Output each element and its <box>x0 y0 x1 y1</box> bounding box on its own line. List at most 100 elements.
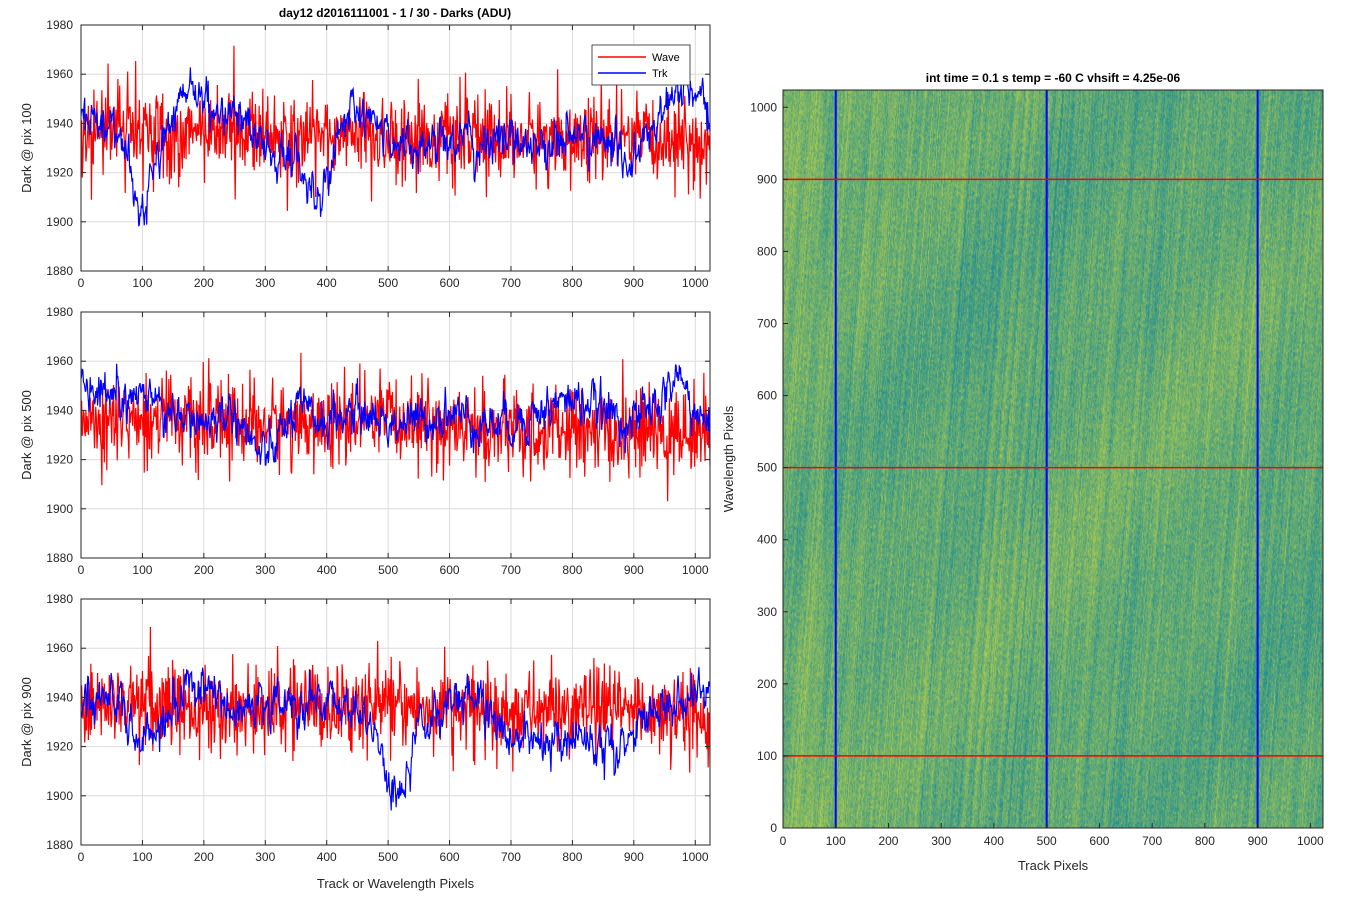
heatmap-y-tick-label: 1000 <box>750 100 777 114</box>
heatmap-y-axis-label: Wavelength Pixels <box>721 405 736 512</box>
legend: Wave Trk <box>591 44 691 86</box>
y-tick-label: 1960 <box>46 641 73 655</box>
x-tick-label: 400 <box>317 563 337 577</box>
x-tick-label: 700 <box>501 563 521 577</box>
heatmap-y-tick-label: 500 <box>757 461 777 475</box>
heatmap-x-tick-label: 400 <box>984 834 1004 848</box>
y-tick-label: 1920 <box>46 166 73 180</box>
y-tick-label: 1940 <box>46 116 73 130</box>
y-tick-label: 1960 <box>46 67 73 81</box>
y-tick-label: 1940 <box>46 690 73 704</box>
heatmap-y-tick-label: 300 <box>757 605 777 619</box>
y-axis-label: Dark @ pix 900 <box>19 677 34 767</box>
series-line-wave <box>81 352 710 502</box>
y-tick-label: 1920 <box>46 453 73 467</box>
y-tick-label: 1880 <box>46 838 73 852</box>
heatmap-title: int time = 0.1 s temp = -60 C vhsift = 4… <box>926 71 1181 85</box>
x-tick-label: 0 <box>78 850 85 864</box>
figure-title: day12 d2016111001 - 1 / 30 - Darks (ADU) <box>279 6 511 20</box>
y-axis-label: Dark @ pix 500 <box>19 390 34 480</box>
x-tick-label: 1000 <box>682 276 709 290</box>
heatmap-y-tick-label: 400 <box>757 533 777 547</box>
x-tick-label: 1000 <box>682 850 709 864</box>
y-tick-label: 1900 <box>46 502 73 516</box>
legend-label-trk: Trk <box>652 68 668 80</box>
heatmap-x-tick-label: 700 <box>1142 834 1162 848</box>
legend-label-wave: Wave <box>652 52 680 64</box>
heatmap-x-tick-label: 600 <box>1089 834 1109 848</box>
x-tick-label: 500 <box>378 563 398 577</box>
x-tick-label: 1000 <box>682 563 709 577</box>
subplot-dark-pix-500: 0 100 200 300 400 500 600 700 800 900 1000 1880 1900… <box>19 305 711 577</box>
y-tick-label: 1920 <box>46 740 73 754</box>
x-tick-label: 400 <box>317 850 337 864</box>
subplot-dark-pix-900: 0 100 200 300 400 500 600 700 800 900 1000 1880 1900… <box>19 592 711 891</box>
heatmap-x-axis-label: Track Pixels <box>1018 858 1089 873</box>
x-tick-label: 300 <box>255 563 275 577</box>
heatmap-y-tick-label: 800 <box>757 244 777 258</box>
x-tick-label: 900 <box>624 563 644 577</box>
x-tick-label: 600 <box>440 850 460 864</box>
legend-box <box>591 44 691 86</box>
x-tick-label: 600 <box>440 276 460 290</box>
series-line-wave <box>81 626 710 773</box>
x-tick-label: 300 <box>255 850 275 864</box>
y-tick-label: 1880 <box>46 264 73 278</box>
x-tick-label: 500 <box>378 276 398 290</box>
x-tick-label: 200 <box>194 276 214 290</box>
heatmap-x-tick-label: 800 <box>1195 834 1215 848</box>
heatmap-x-tick-label: 200 <box>878 834 898 848</box>
heatmap-x-tick-label: 100 <box>826 834 846 848</box>
x-tick-label: 100 <box>132 563 152 577</box>
heatmap-x-tick-label: 300 <box>931 834 951 848</box>
axes-box <box>80 598 711 846</box>
y-tick-label: 1900 <box>46 215 73 229</box>
heatmap-y-tick-label: 900 <box>757 172 777 186</box>
heatmap-y-tick-label: 0 <box>770 821 777 835</box>
series-line-trk <box>81 363 710 466</box>
x-tick-label: 700 <box>501 276 521 290</box>
heatmap-overlay: 0 100 200 300 400 500 600 700 800 900 1000 0 100 200 3… <box>721 89 1324 873</box>
x-tick-label: 0 <box>78 276 85 290</box>
series-line-trk <box>81 667 710 811</box>
x-tick-label: 800 <box>562 276 582 290</box>
x-tick-label: 400 <box>317 276 337 290</box>
series-line-trk <box>81 67 710 227</box>
heatmap-x-tick-label: 0 <box>780 834 787 848</box>
x-tick-label: 200 <box>194 850 214 864</box>
y-tick-label: 1980 <box>46 305 73 319</box>
series-line-wave <box>81 45 710 211</box>
axes-box <box>80 311 711 559</box>
x-tick-label: 800 <box>562 850 582 864</box>
heatmap-y-tick-label: 700 <box>757 317 777 331</box>
heatmap-x-tick-label: 1000 <box>1297 834 1324 848</box>
x-tick-label: 100 <box>132 276 152 290</box>
y-tick-label: 1980 <box>46 592 73 606</box>
y-tick-label: 1940 <box>46 403 73 417</box>
x-tick-label: 500 <box>378 850 398 864</box>
y-tick-label: 1980 <box>46 18 73 32</box>
y-tick-label: 1900 <box>46 789 73 803</box>
heatmap-panel: int time = 0.1 s temp = -60 C vhsift = 4… <box>721 71 1324 873</box>
axes-box <box>80 24 711 272</box>
heatmap-x-tick-label: 500 <box>1037 834 1057 848</box>
x-tick-label: 300 <box>255 276 275 290</box>
x-tick-label: 100 <box>132 850 152 864</box>
heatmap-axes-box <box>782 89 1324 829</box>
y-tick-label: 1960 <box>46 354 73 368</box>
y-tick-label: 1880 <box>46 551 73 565</box>
x-tick-label: 800 <box>562 563 582 577</box>
heatmap-image <box>783 90 1323 828</box>
x-tick-label: 0 <box>78 563 85 577</box>
heatmap-y-tick-label: 200 <box>757 677 777 691</box>
x-tick-label: 600 <box>440 563 460 577</box>
x-tick-label: 900 <box>624 276 644 290</box>
x-tick-label: 900 <box>624 850 644 864</box>
heatmap-y-tick-label: 600 <box>757 389 777 403</box>
heatmap-x-tick-label: 900 <box>1248 834 1268 848</box>
heatmap-y-tick-label: 100 <box>757 749 777 763</box>
x-axis-label: Track or Wavelength Pixels <box>317 876 475 891</box>
y-axis-label: Dark @ pix 100 <box>19 103 34 193</box>
x-tick-label: 200 <box>194 563 214 577</box>
